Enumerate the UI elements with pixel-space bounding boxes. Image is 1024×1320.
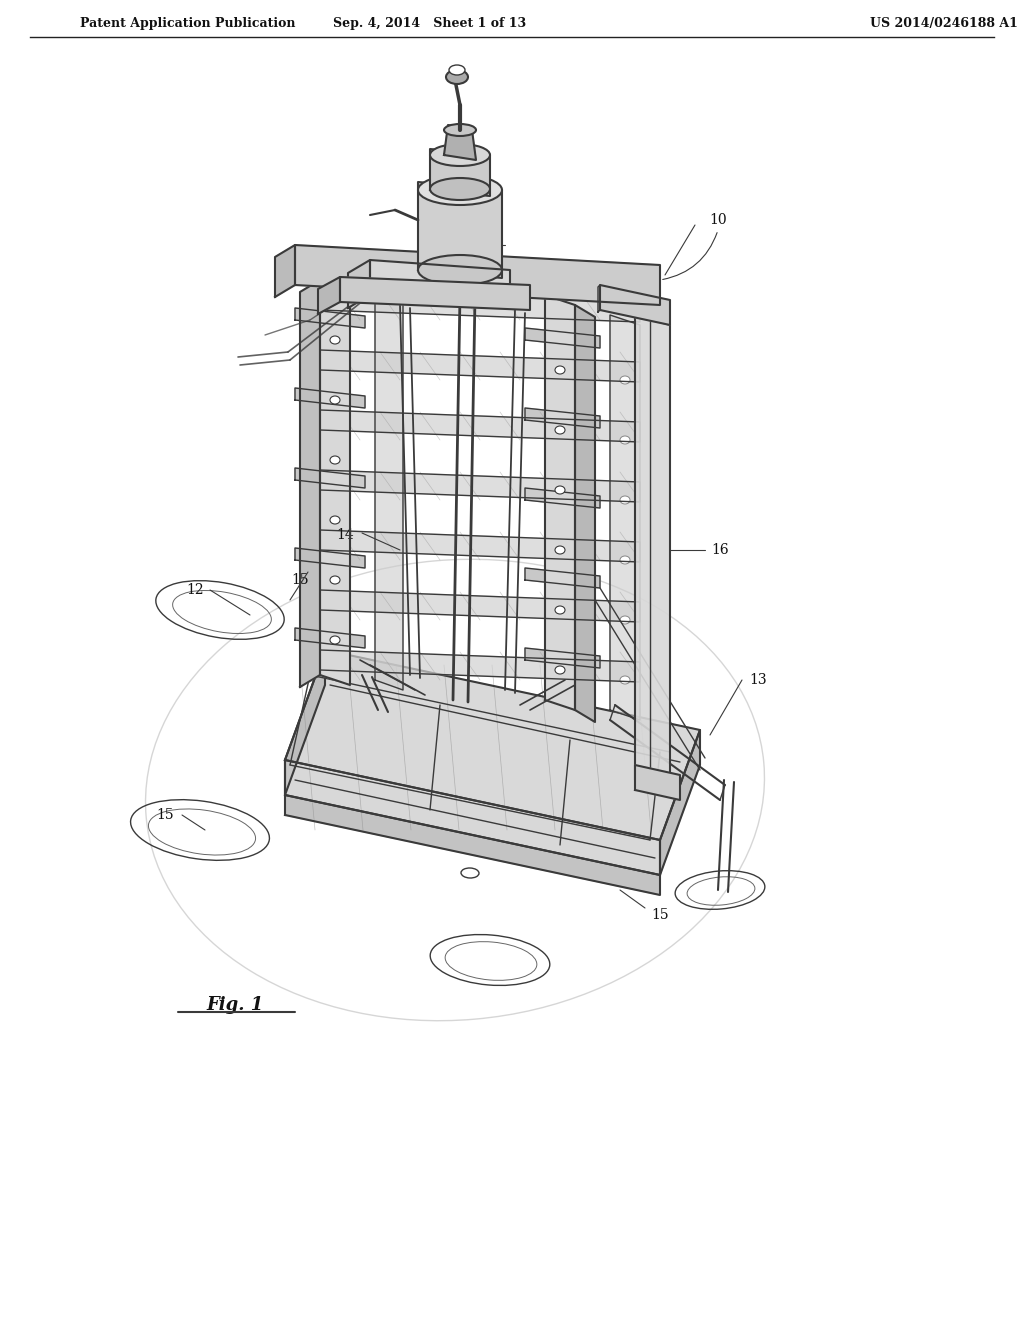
Ellipse shape	[418, 255, 502, 285]
Text: 14: 14	[336, 528, 354, 543]
Polygon shape	[285, 760, 660, 875]
Ellipse shape	[330, 516, 340, 524]
Polygon shape	[319, 531, 640, 562]
Polygon shape	[319, 350, 640, 381]
Ellipse shape	[620, 376, 630, 384]
Text: 13: 13	[750, 673, 767, 686]
Ellipse shape	[430, 144, 490, 166]
Polygon shape	[525, 648, 600, 668]
Ellipse shape	[620, 676, 630, 684]
Polygon shape	[375, 285, 403, 690]
Polygon shape	[319, 470, 640, 502]
Polygon shape	[295, 308, 365, 327]
Polygon shape	[285, 649, 700, 840]
Ellipse shape	[330, 455, 340, 465]
Polygon shape	[370, 260, 510, 305]
Polygon shape	[318, 277, 340, 314]
Polygon shape	[418, 182, 502, 279]
Polygon shape	[295, 548, 365, 568]
Polygon shape	[295, 469, 365, 488]
Polygon shape	[348, 260, 370, 308]
Text: Sep. 4, 2014   Sheet 1 of 13: Sep. 4, 2014 Sheet 1 of 13	[334, 16, 526, 29]
Text: 10: 10	[710, 213, 727, 227]
Polygon shape	[319, 649, 640, 682]
Polygon shape	[525, 488, 600, 508]
Polygon shape	[295, 246, 660, 305]
Polygon shape	[545, 294, 575, 710]
Polygon shape	[340, 277, 530, 310]
Polygon shape	[295, 388, 365, 408]
Ellipse shape	[330, 636, 340, 644]
Polygon shape	[610, 315, 640, 719]
Polygon shape	[525, 568, 600, 587]
Ellipse shape	[620, 436, 630, 444]
Ellipse shape	[620, 556, 630, 564]
Ellipse shape	[620, 496, 630, 504]
Polygon shape	[319, 590, 640, 622]
Polygon shape	[575, 305, 595, 722]
Polygon shape	[275, 246, 295, 297]
Polygon shape	[300, 280, 319, 686]
Ellipse shape	[446, 70, 468, 84]
Polygon shape	[525, 327, 600, 348]
Text: 12: 12	[186, 583, 204, 597]
FancyArrowPatch shape	[663, 232, 717, 280]
Polygon shape	[285, 795, 660, 895]
Ellipse shape	[555, 667, 565, 675]
Text: 16: 16	[712, 543, 729, 557]
Text: Patent Application Publication: Patent Application Publication	[80, 16, 296, 29]
Polygon shape	[635, 766, 680, 800]
Ellipse shape	[444, 124, 476, 136]
Ellipse shape	[430, 178, 490, 201]
Polygon shape	[635, 315, 670, 789]
Polygon shape	[430, 149, 490, 195]
Ellipse shape	[620, 616, 630, 624]
Text: Fig. 1: Fig. 1	[207, 997, 263, 1014]
Polygon shape	[660, 730, 700, 875]
Polygon shape	[285, 649, 325, 795]
Text: 15: 15	[291, 573, 309, 587]
Ellipse shape	[330, 576, 340, 583]
Polygon shape	[319, 290, 640, 322]
Ellipse shape	[555, 546, 565, 554]
Polygon shape	[598, 285, 600, 312]
Ellipse shape	[555, 606, 565, 614]
Ellipse shape	[555, 426, 565, 434]
Ellipse shape	[461, 869, 479, 878]
Ellipse shape	[330, 337, 340, 345]
Text: US 2014/0246188 A1: US 2014/0246188 A1	[870, 16, 1018, 29]
Polygon shape	[319, 280, 350, 685]
Ellipse shape	[555, 486, 565, 494]
Ellipse shape	[418, 176, 502, 205]
Polygon shape	[295, 628, 365, 648]
Polygon shape	[444, 125, 476, 160]
Polygon shape	[600, 285, 670, 325]
Polygon shape	[319, 411, 640, 442]
Text: 15: 15	[651, 908, 669, 921]
Text: 15: 15	[157, 808, 174, 822]
Ellipse shape	[330, 396, 340, 404]
Polygon shape	[525, 408, 600, 428]
Text: 11: 11	[486, 238, 504, 252]
Ellipse shape	[555, 366, 565, 374]
Ellipse shape	[449, 65, 465, 75]
